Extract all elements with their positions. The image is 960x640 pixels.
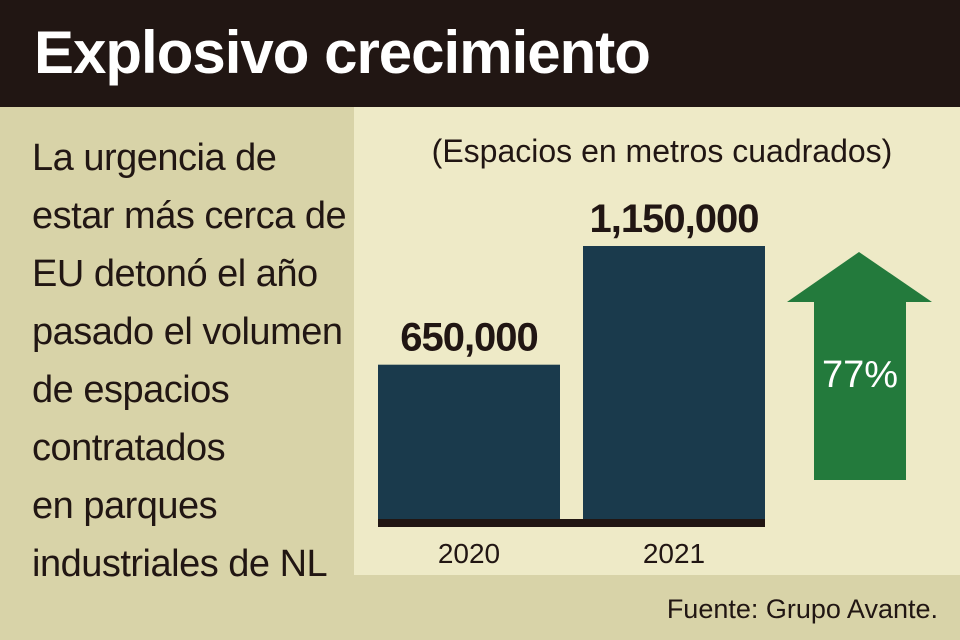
lead-line: La urgencia de (32, 137, 277, 179)
baseline (378, 519, 765, 527)
lead-line: industriales de NL (32, 543, 328, 585)
lead-line: contratados (32, 427, 226, 469)
bar-chart: 650,000 2020 1,150,000 2021 77% (378, 197, 932, 569)
growth-percent-label: 77% (822, 354, 898, 396)
lead-line: en parques (32, 485, 218, 527)
chart-subtitle: (Espacios en metros cuadrados) (431, 133, 893, 169)
bar-2021 (583, 246, 765, 519)
value-label: 1,150,000 (590, 197, 759, 241)
bar-2020 (378, 364, 560, 519)
lead-line: EU detonó el año (32, 253, 318, 295)
title-banner: Explosivo crecimiento (0, 0, 960, 107)
lead-line: estar más cerca de (32, 195, 347, 237)
value-label: 650,000 (400, 316, 538, 360)
lead-text-panel: La urgencia de estar más cerca de EU det… (0, 107, 354, 640)
lead-line: pasado el volumen (32, 311, 343, 353)
chart-title: Explosivo crecimiento (34, 19, 651, 86)
x-tick-label: 2020 (438, 538, 500, 569)
source-note: Fuente: Grupo Avante. (666, 594, 938, 624)
up-arrow-icon (787, 252, 932, 480)
chart-panel: (Espacios en metros cuadrados) 650,000 20… (354, 107, 960, 575)
lead-line: de espacios (32, 369, 230, 411)
x-tick-label: 2021 (643, 538, 705, 569)
footer-strip (354, 575, 960, 640)
